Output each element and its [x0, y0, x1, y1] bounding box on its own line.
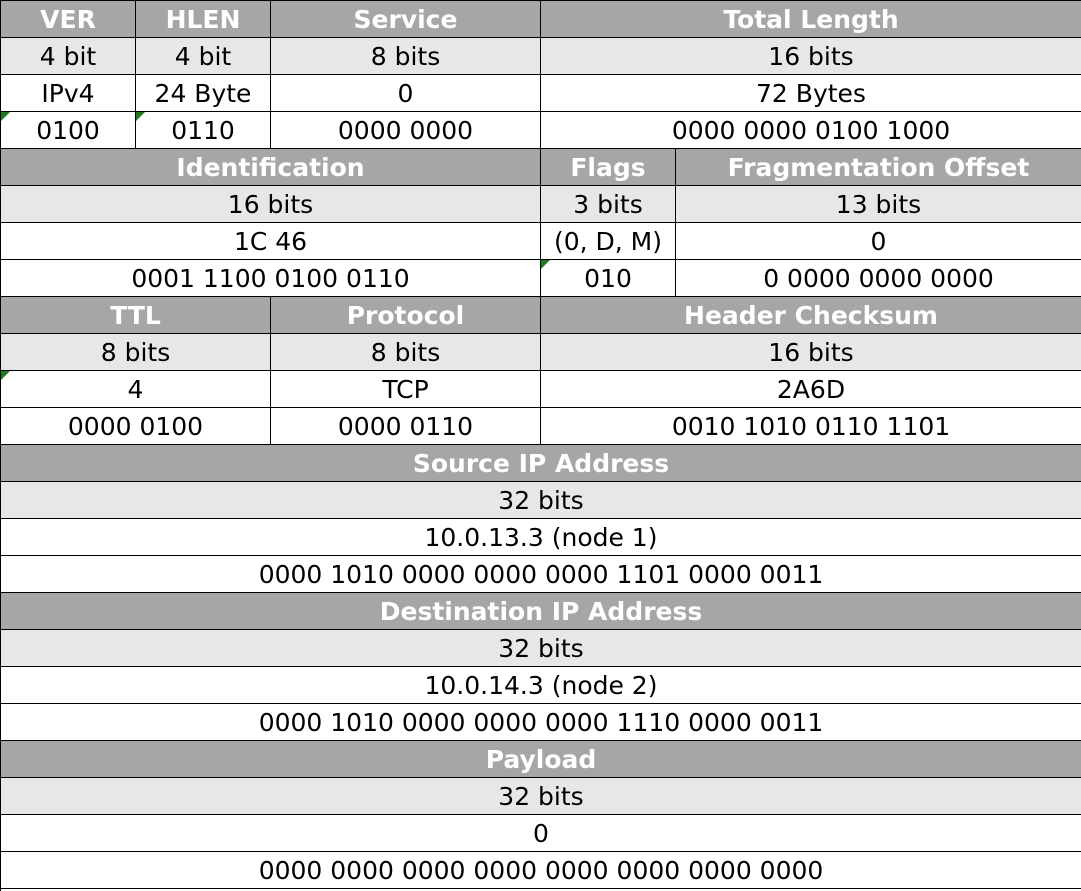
header-source-ip[interactable]: Source IP Address	[1, 445, 1081, 482]
identification-value[interactable]: 1C 46	[1, 223, 541, 260]
identification-binary[interactable]: 0001 1100 0100 0110	[1, 260, 541, 297]
header-checksum-value[interactable]: 2A6D	[541, 371, 1081, 408]
header-fragmentation-offset[interactable]: Fragmentation Offset	[676, 149, 1081, 186]
header-flags[interactable]: Flags	[541, 149, 676, 186]
header-ver[interactable]: VER	[1, 1, 136, 38]
header-hlen[interactable]: HLEN	[136, 1, 271, 38]
header-total-length[interactable]: Total Length	[541, 1, 1081, 38]
header-payload[interactable]: Payload	[1, 741, 1081, 778]
header-service[interactable]: Service	[271, 1, 541, 38]
payload-binary[interactable]: 0000 0000 0000 0000 0000 0000 0000 0000	[1, 852, 1081, 889]
hlen-binary[interactable]: 0110	[136, 112, 271, 149]
fragmentation-offset-binary[interactable]: 0 0000 0000 0000	[676, 260, 1081, 297]
fragmentation-offset-value[interactable]: 0	[676, 223, 1081, 260]
ttl-binary[interactable]: 0000 0100	[1, 408, 271, 445]
header-header-checksum[interactable]: Header Checksum	[541, 297, 1081, 334]
protocol-size[interactable]: 8 bits	[271, 334, 541, 371]
destination-ip-binary[interactable]: 0000 1010 0000 0000 0000 1110 0000 0011	[1, 704, 1081, 741]
service-size[interactable]: 8 bits	[271, 38, 541, 75]
protocol-value[interactable]: TCP	[271, 371, 541, 408]
ttl-value[interactable]: 4	[1, 371, 271, 408]
hlen-size[interactable]: 4 bit	[136, 38, 271, 75]
source-ip-binary[interactable]: 0000 1010 0000 0000 0000 1101 0000 0011	[1, 556, 1081, 593]
total-length-binary[interactable]: 0000 0000 0100 1000	[541, 112, 1081, 149]
flags-size[interactable]: 3 bits	[541, 186, 676, 223]
ttl-size[interactable]: 8 bits	[1, 334, 271, 371]
flags-value[interactable]: (0, D, M)	[541, 223, 676, 260]
ver-binary[interactable]: 0100	[1, 112, 136, 149]
header-checksum-size[interactable]: 16 bits	[541, 334, 1081, 371]
destination-ip-value[interactable]: 10.0.14.3 (node 2)	[1, 667, 1081, 704]
flags-binary[interactable]: 010	[541, 260, 676, 297]
source-ip-value[interactable]: 10.0.13.3 (node 1)	[1, 519, 1081, 556]
total-length-value[interactable]: 72 Bytes	[541, 75, 1081, 112]
source-ip-size[interactable]: 32 bits	[1, 482, 1081, 519]
total-length-size[interactable]: 16 bits	[541, 38, 1081, 75]
payload-size[interactable]: 32 bits	[1, 778, 1081, 815]
hlen-value[interactable]: 24 Byte	[136, 75, 271, 112]
payload-value[interactable]: 0	[1, 815, 1081, 852]
protocol-binary[interactable]: 0000 0110	[271, 408, 541, 445]
ver-size[interactable]: 4 bit	[1, 38, 136, 75]
header-ttl[interactable]: TTL	[1, 297, 271, 334]
header-identification[interactable]: Identification	[1, 149, 541, 186]
ver-value[interactable]: IPv4	[1, 75, 136, 112]
service-binary[interactable]: 0000 0000	[271, 112, 541, 149]
fragmentation-offset-size[interactable]: 13 bits	[676, 186, 1081, 223]
identification-size[interactable]: 16 bits	[1, 186, 541, 223]
destination-ip-size[interactable]: 32 bits	[1, 630, 1081, 667]
service-value[interactable]: 0	[271, 75, 541, 112]
header-checksum-binary[interactable]: 0010 1010 0110 1101	[541, 408, 1081, 445]
header-destination-ip[interactable]: Destination IP Address	[1, 593, 1081, 630]
header-protocol[interactable]: Protocol	[271, 297, 541, 334]
